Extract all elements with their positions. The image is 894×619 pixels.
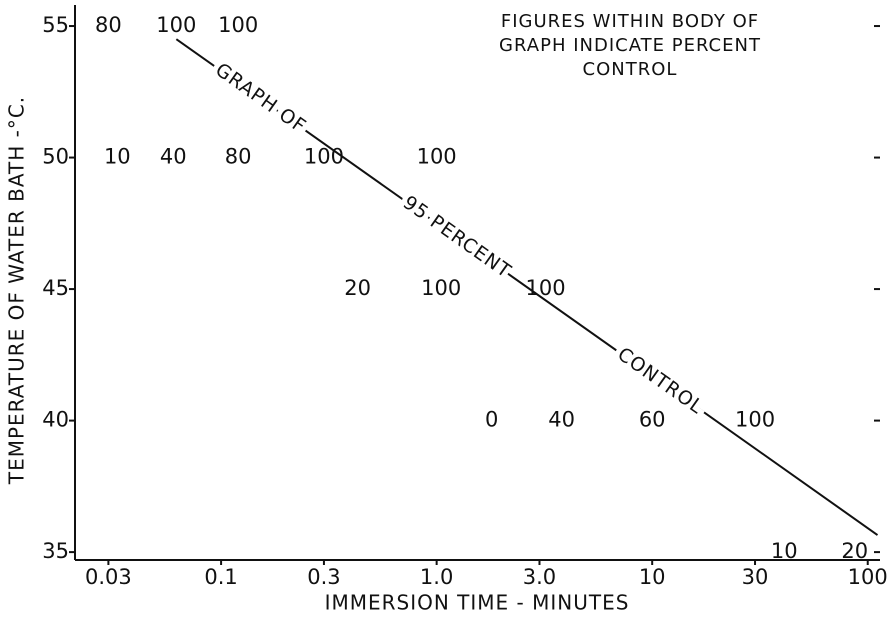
x-tick-label: 30 <box>742 565 769 589</box>
control-line <box>175 38 879 536</box>
y-tick-label: 45 <box>42 276 69 300</box>
percent-label: 100 <box>421 276 461 300</box>
x-tick-label: 10 <box>639 565 666 589</box>
line-label: 95 PERCENT <box>399 191 515 282</box>
x-tick-label: 3.0 <box>523 565 556 589</box>
percent-label: 20 <box>344 276 371 300</box>
percent-label: 80 <box>225 145 252 169</box>
percent-label: 40 <box>160 145 187 169</box>
percent-label: 0 <box>485 408 498 432</box>
percent-label: 60 <box>639 408 666 432</box>
percent-label: 10 <box>104 145 131 169</box>
percent-label: 100 <box>156 13 196 37</box>
y-tick-label: 40 <box>42 408 69 432</box>
y-axis-label: TEMPERATURE OF WATER BATH -°C. <box>5 96 29 485</box>
percent-label: 100 <box>735 408 775 432</box>
percent-label: 100 <box>218 13 258 37</box>
percent-label: 100 <box>417 145 457 169</box>
y-tick-label: 50 <box>42 145 69 169</box>
percent-label: 40 <box>548 408 575 432</box>
note-line: FIGURES WITHIN BODY OF <box>501 11 759 32</box>
x-tick-label: 1.0 <box>420 565 453 589</box>
y-tick-label: 35 <box>42 539 69 563</box>
y-tick-label: 55 <box>42 13 69 37</box>
percent-label: 100 <box>304 145 344 169</box>
x-tick-label: 0.1 <box>204 565 237 589</box>
x-axis-label: IMMERSION TIME - MINUTES <box>325 591 630 615</box>
percent-label: 20 <box>841 539 868 563</box>
x-tick-label: 0.03 <box>85 565 132 589</box>
percent-label: 100 <box>525 276 565 300</box>
note-line: GRAPH INDICATE PERCENT <box>499 35 761 56</box>
percent-label: 10 <box>771 539 798 563</box>
percent-label: 80 <box>95 13 122 37</box>
note-line: CONTROL <box>583 59 678 80</box>
x-tick-label: 100 <box>848 565 888 589</box>
x-tick-label: 0.3 <box>307 565 340 589</box>
line-label: GRAPH OF <box>211 59 310 138</box>
